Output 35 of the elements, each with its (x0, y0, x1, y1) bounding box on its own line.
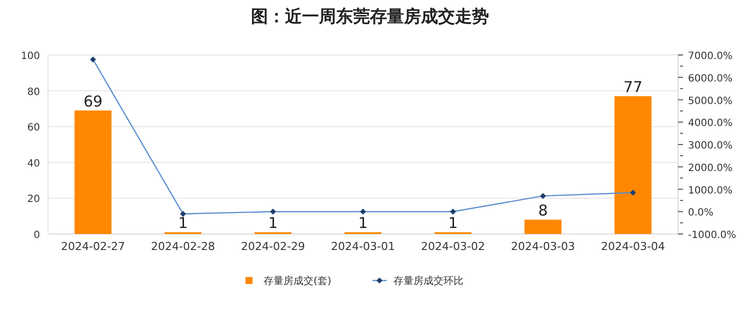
bar (524, 220, 562, 234)
y2-tick-label: 7000.0% (688, 51, 732, 62)
y2-tick-label: 5000.0% (688, 96, 732, 107)
x-tick-label: 2024-02-28 (151, 240, 215, 253)
data-label: 8 (538, 202, 548, 220)
y-tick-label: 100 (20, 51, 40, 62)
data-label: 1 (358, 214, 368, 232)
y-tick-label: 60 (27, 122, 40, 134)
data-label: 1 (178, 214, 188, 232)
data-label: 1 (268, 214, 278, 232)
y2-tick-label: 4000.0% (688, 118, 732, 130)
x-tick-label: 2024-03-03 (511, 240, 575, 253)
data-label: 77 (623, 78, 643, 96)
bar (614, 96, 652, 234)
y2-tick-label: 1000.0% (688, 185, 732, 196)
legend-label: 存量房成交环比 (394, 275, 464, 287)
x-tick-label: 2024-03-04 (601, 240, 665, 253)
y2-tick-label: -1000.0% (688, 230, 736, 241)
x-tick-label: 2024-02-29 (241, 240, 305, 253)
y2-tick-label: 0.0% (688, 208, 714, 219)
x-tick-label: 2024-02-27 (61, 240, 125, 253)
x-tick-label: 2024-03-01 (331, 240, 395, 253)
data-label: 1 (448, 214, 458, 232)
y2-tick-label: 3000.0% (688, 140, 732, 152)
y2-tick-label: 6000.0% (688, 73, 732, 84)
y-tick-label: 20 (27, 194, 40, 206)
bar (74, 110, 112, 234)
y-tick-label: 80 (27, 86, 40, 98)
x-tick-label: 2024-03-02 (421, 240, 485, 253)
y-tick-label: 40 (27, 158, 40, 170)
data-label: 69 (83, 92, 103, 110)
legend-label: 存量房成交(套) (264, 275, 332, 287)
chart-title: 图：近一周东莞存量房成交走势 (251, 7, 489, 27)
y2-tick-label: 2000.0% (688, 162, 732, 174)
y-tick-label: 0 (34, 230, 40, 241)
